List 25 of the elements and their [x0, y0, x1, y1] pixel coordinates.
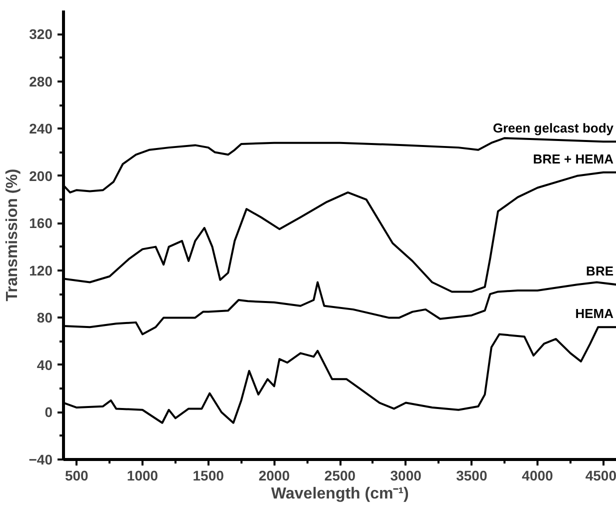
series-label: BRE	[586, 264, 614, 279]
y-tick-label: 320	[29, 26, 53, 42]
y-tick-label: 160	[29, 215, 53, 232]
x-tick-label: 3500	[456, 468, 488, 484]
series-label: Green gelcast body	[492, 120, 614, 136]
y-tick-label: −40	[28, 452, 53, 468]
y-tick-label: 280	[29, 73, 53, 90]
x-tick-label: 4000	[522, 468, 554, 484]
y-tick-label: 120	[29, 262, 53, 278]
x-tick-label: 500	[64, 468, 89, 484]
y-axis-title: Transmission (%)	[4, 168, 21, 302]
y-tick-label: 40	[36, 356, 53, 373]
y-tick-label: 80	[36, 310, 53, 326]
x-tick-label: 4500	[585, 468, 616, 484]
series-label: BRE + HEMA	[532, 151, 614, 166]
x-tick-label: 2000	[258, 468, 290, 484]
y-tick-label: 240	[29, 120, 53, 137]
x-tick-label: 2500	[324, 468, 356, 484]
x-tick-label: 1000	[126, 468, 158, 484]
y-tick-label: 0	[44, 404, 53, 420]
x-tick-label: 1500	[192, 468, 224, 484]
x-axis-title: Wavelength (cm⁻¹)	[271, 486, 409, 502]
series-label: HEMA	[575, 306, 614, 322]
y-tick-label: 200	[29, 168, 53, 184]
x-tick-label: 3000	[390, 468, 422, 484]
